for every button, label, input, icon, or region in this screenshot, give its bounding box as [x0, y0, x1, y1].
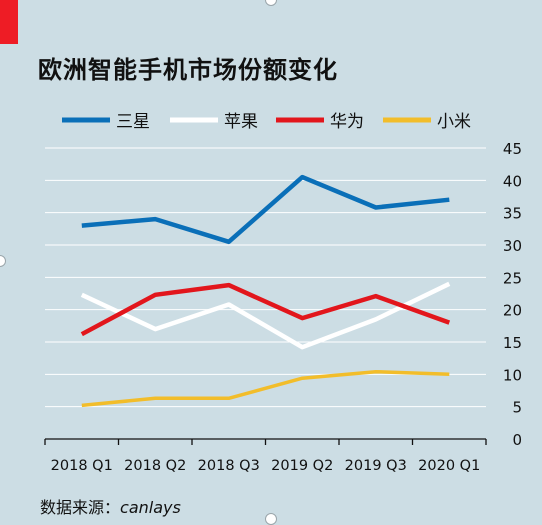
gridlines: [45, 147, 486, 408]
y-tick-label: 20: [503, 302, 522, 320]
legend-label: 苹果: [224, 112, 258, 132]
source-note: 数据来源：canlays: [40, 494, 181, 518]
y-axis: 0 5 10 15 20 25 30 35 40 45: [503, 140, 522, 449]
y-tick-label: 15: [503, 334, 522, 352]
legend-label: 小米: [437, 112, 471, 132]
x-tick-label: 2018 Q2: [124, 458, 186, 474]
series-line: [81, 369, 450, 408]
y-tick-label: 5: [512, 399, 522, 417]
series-lines: [80, 174, 451, 408]
y-tick-label: 30: [503, 237, 522, 255]
x-tick-label: 2018 Q1: [51, 458, 113, 474]
frame-handle-bottom: [265, 513, 277, 525]
series-line: [80, 281, 451, 350]
y-tick-label: 35: [503, 205, 522, 223]
legend-label: 华为: [330, 112, 364, 132]
series-line: [81, 174, 450, 245]
source-label: 数据来源：: [40, 498, 121, 517]
x-axis: 2018 Q1 2018 Q2 2018 Q3 2019 Q2 2019 Q3 2020 …: [44, 438, 487, 474]
x-tick-label: 2019 Q3: [345, 458, 407, 474]
legend: 三星 苹果 华为 小米: [62, 112, 471, 132]
source-name: canlays: [120, 498, 181, 517]
y-tick-label: 40: [503, 172, 522, 190]
y-tick-label: 25: [503, 269, 522, 287]
x-tick-label: 2018 Q3: [198, 458, 260, 474]
chart-title: 欧洲智能手机市场份额变化: [38, 56, 338, 84]
legend-label: 三星: [116, 112, 150, 132]
y-tick-label: 10: [503, 366, 522, 384]
x-tick-label: 2019 Q2: [271, 458, 333, 474]
y-tick-label: 45: [503, 140, 522, 158]
accent-bar: [0, 0, 18, 44]
series-line: [80, 282, 451, 337]
y-tick-label: 0: [512, 431, 522, 449]
x-tick-label: 2020 Q1: [418, 458, 480, 474]
